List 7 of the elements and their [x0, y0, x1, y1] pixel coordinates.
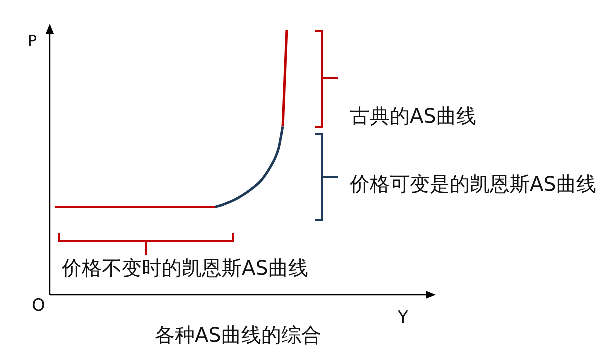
annotation: 价格不变时的凯恩斯AS曲线	[62, 255, 308, 282]
text: O	[32, 296, 46, 316]
text: 古典的AS曲线	[350, 103, 476, 130]
text: 各种AS曲线的综合	[155, 322, 322, 349]
y-axis-title: P	[28, 32, 38, 50]
text: 价格可变是的凯恩斯AS曲线	[350, 171, 598, 198]
text: Y	[398, 308, 408, 328]
